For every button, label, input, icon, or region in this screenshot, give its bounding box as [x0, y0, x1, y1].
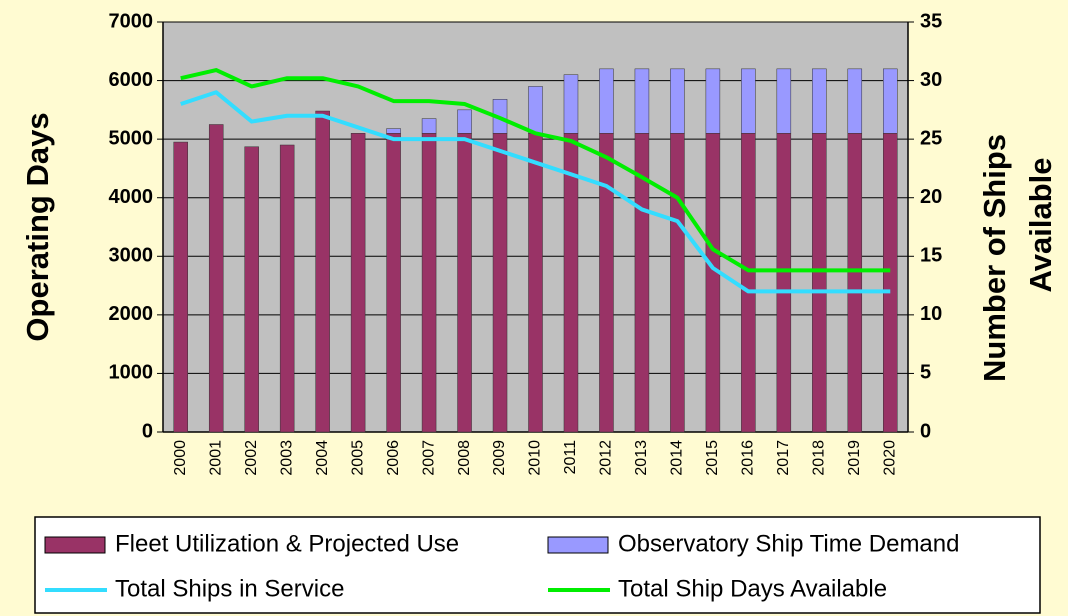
x-tick-label: 2011 [562, 440, 579, 475]
y-tick-label: 7000 [109, 10, 154, 32]
x-tick-label: 2000 [172, 440, 189, 476]
bar [705, 68, 721, 134]
bar [776, 133, 792, 433]
x-tick-label: 2003 [278, 440, 295, 476]
y2-tick-label: 10 [920, 303, 942, 325]
y2-tick-label: 20 [920, 186, 942, 208]
y2-axis-title: Number of Ships [977, 134, 1012, 382]
y2-tick-label: 0 [920, 420, 931, 442]
legend-label: Total Ship Days Available [618, 575, 887, 602]
y-tick-label: 6000 [109, 69, 154, 91]
x-tick-label: 2018 [811, 440, 828, 476]
bar [244, 146, 259, 433]
bar [457, 109, 472, 134]
y-tick-label: 2000 [109, 303, 154, 325]
bar [492, 133, 508, 433]
bar [599, 133, 614, 433]
legend-box [34, 516, 1041, 614]
y2-tick-label: 30 [920, 69, 942, 91]
bar [847, 133, 863, 433]
bar [315, 110, 330, 433]
bar [847, 68, 863, 134]
x-tick-label: 2007 [420, 440, 437, 476]
bar [776, 68, 792, 134]
x-tick-label: 2010 [527, 440, 544, 476]
bar [208, 124, 224, 433]
bar [741, 133, 756, 433]
y-tick-label: 1000 [109, 362, 154, 384]
bar [386, 128, 401, 134]
bar [670, 133, 685, 433]
bar [386, 133, 401, 433]
x-tick-label: 2009 [491, 440, 508, 476]
bar [421, 133, 437, 433]
bar [350, 133, 366, 433]
bar [812, 133, 827, 433]
bar [457, 133, 472, 433]
y2-tick-label: 35 [920, 10, 942, 32]
bar [279, 144, 295, 433]
x-tick-label: 2015 [704, 440, 721, 476]
y2-tick-label: 15 [920, 245, 942, 267]
bar [528, 133, 543, 433]
y2-tick-label: 25 [920, 127, 942, 149]
x-tick-label: 2017 [775, 440, 792, 476]
x-tick-label: 2013 [633, 440, 650, 476]
y-axis-title: Operating Days [20, 112, 55, 341]
bar [563, 74, 579, 134]
y-tick-label: 0 [142, 420, 153, 442]
x-tick-label: 2014 [669, 440, 686, 476]
bar [599, 68, 614, 134]
y-tick-label: 5000 [109, 127, 154, 149]
x-tick-label: 2001 [207, 440, 224, 476]
x-tick-label: 2006 [385, 440, 402, 476]
bar [812, 68, 827, 134]
line [180, 68, 891, 273]
bar [883, 133, 898, 433]
y-tick-label: 4000 [109, 186, 154, 208]
legend-swatch [547, 536, 609, 554]
bar [741, 68, 756, 134]
x-tick-label: 2016 [740, 440, 757, 476]
x-tick-label: 2019 [846, 440, 863, 476]
legend-swatch [44, 536, 106, 554]
x-tick-label: 2020 [881, 440, 898, 476]
x-tick-label: 2012 [598, 440, 615, 476]
bar [421, 118, 437, 134]
bar [705, 133, 721, 433]
x-tick-label: 2004 [314, 440, 331, 476]
bar [173, 141, 188, 433]
y2-axis-title: Available [1023, 158, 1058, 293]
x-tick-label: 2008 [456, 440, 473, 476]
bar [563, 133, 579, 433]
bar [528, 86, 543, 134]
line [180, 90, 891, 294]
legend-label: Observatory Ship Time Demand [618, 530, 959, 557]
bar [883, 68, 898, 134]
bar [670, 68, 685, 134]
legend-label: Total Ships in Service [115, 575, 344, 602]
x-tick-label: 2005 [349, 440, 366, 476]
x-tick-label: 2002 [243, 440, 260, 476]
bar [634, 68, 650, 134]
legend-label: Fleet Utilization & Projected Use [115, 530, 459, 557]
y2-tick-label: 5 [920, 362, 931, 384]
y-tick-label: 3000 [109, 245, 154, 267]
